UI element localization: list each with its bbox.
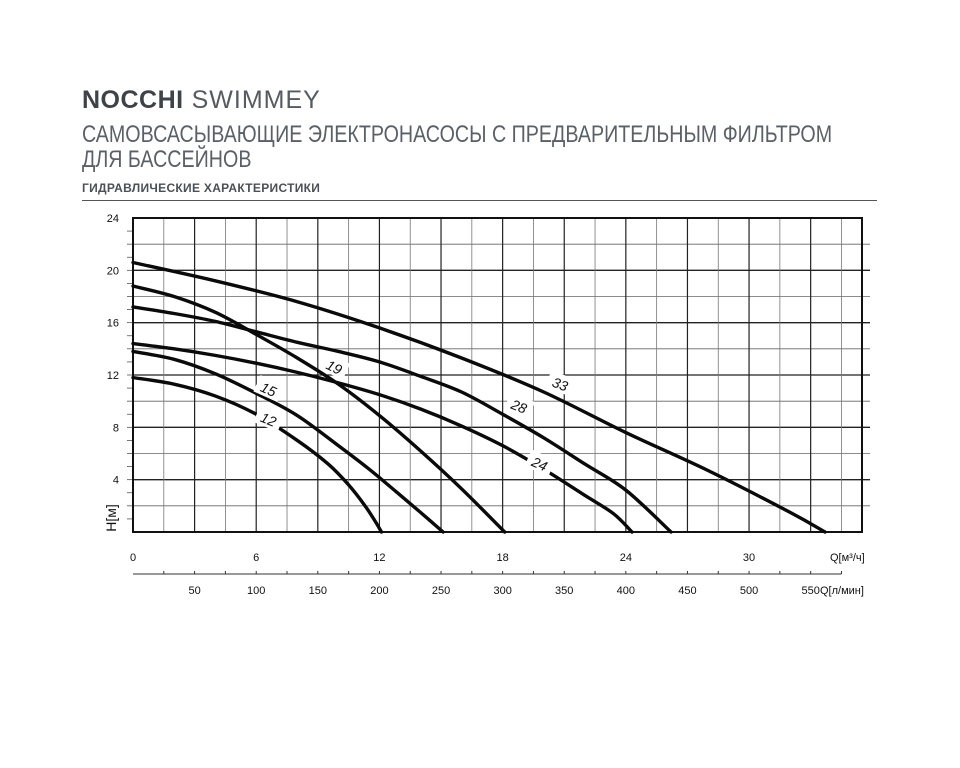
brand-title: NOCCHI SWIMMEY bbox=[82, 86, 321, 115]
x2-tick-label: 450 bbox=[678, 585, 696, 597]
secondary-x-axis: 50 100 150 200 250 300 350 400 450 500 550 bbox=[133, 571, 842, 597]
product-name: SWIMMEY bbox=[191, 86, 321, 114]
brand-name: NOCCHI bbox=[82, 86, 184, 114]
x-tick-label: 18 bbox=[497, 552, 509, 564]
pump-curve-12 bbox=[131, 375, 384, 534]
x2-tick-label: 500 bbox=[740, 585, 758, 597]
y-axis-label: H[м] bbox=[103, 504, 119, 532]
x2-tick-label: 400 bbox=[617, 585, 635, 597]
header-divider bbox=[82, 200, 877, 201]
curve-label-33: 33 bbox=[550, 374, 570, 394]
curve-label-backing bbox=[319, 352, 351, 381]
y-tick-label: 24 bbox=[107, 213, 119, 225]
x-axis-label: Q[м³/ч] bbox=[830, 552, 865, 564]
pump-curve-28 bbox=[131, 305, 673, 534]
curve-label-19: 19 bbox=[324, 357, 345, 378]
y-tick-label: 8 bbox=[113, 422, 119, 434]
plot-frame bbox=[132, 217, 863, 533]
pump-curve-24 bbox=[131, 341, 634, 534]
pump-curve-33 bbox=[131, 260, 827, 534]
x2-tick-label: 100 bbox=[247, 585, 265, 597]
curve-label-backing bbox=[524, 449, 556, 477]
x2-axis-label: Q[л/мин] bbox=[820, 585, 864, 597]
y-tick-label: 12 bbox=[107, 370, 119, 382]
x-tick-label: 12 bbox=[373, 552, 385, 564]
x2-tick-label: 200 bbox=[370, 585, 388, 597]
curve-label-12: 12 bbox=[258, 409, 279, 430]
x-tick-label: 0 bbox=[130, 552, 136, 564]
x2-tick-label: 300 bbox=[493, 585, 511, 597]
y-tick-label: 4 bbox=[113, 475, 119, 487]
pump-curve-19 bbox=[131, 284, 507, 534]
pump-curve-15 bbox=[131, 349, 445, 534]
curve-label-backing bbox=[253, 374, 285, 402]
curve-label-15: 15 bbox=[258, 379, 279, 400]
x-tick-label: 30 bbox=[743, 552, 755, 564]
x2-tick-label: 250 bbox=[432, 585, 450, 597]
x-tick-label: 24 bbox=[620, 552, 632, 564]
x2-tick-label: 550 bbox=[801, 585, 819, 597]
curve-label-28: 28 bbox=[508, 396, 530, 417]
x-tick-label: 6 bbox=[253, 552, 259, 564]
x-axis-ticks: 0 6 12 18 24 30 bbox=[130, 552, 755, 564]
subtitle-line-2: ДЛЯ БАССЕЙНОВ bbox=[82, 146, 252, 173]
y-tick-label: 16 bbox=[107, 318, 119, 330]
curve-label-backing bbox=[504, 392, 535, 419]
y-tick-label: 20 bbox=[107, 265, 119, 277]
x2-tick-label: 50 bbox=[188, 585, 200, 597]
curve-label-backing bbox=[545, 370, 576, 397]
curve-label-24: 24 bbox=[528, 453, 550, 474]
x2-tick-label: 150 bbox=[309, 585, 327, 597]
curve-label-backing bbox=[253, 405, 285, 432]
pump-curves: 12 15 19 24 28 33 bbox=[131, 260, 827, 534]
section-title: ГИДРАВЛИЧЕСКИЕ ХАРАКТЕРИСТИКИ bbox=[82, 181, 321, 195]
x2-tick-label: 350 bbox=[555, 585, 573, 597]
chart-grid bbox=[127, 218, 870, 532]
y-axis-ticks: 4 8 12 16 20 24 bbox=[107, 213, 119, 487]
